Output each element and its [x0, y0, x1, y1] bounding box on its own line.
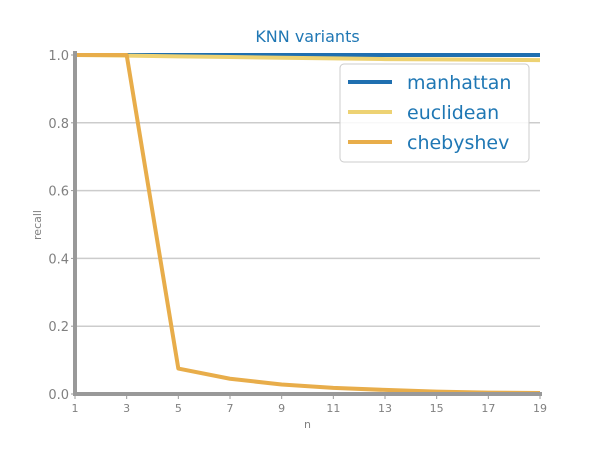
y-tick-label: 1.0 [48, 49, 69, 64]
x-tick-label: 7 [227, 402, 234, 415]
x-axis-label: n [304, 418, 311, 431]
x-tick-label: 9 [278, 402, 285, 415]
y-axis-label: recall [31, 210, 44, 240]
tick-labels: 0.00.20.40.60.81.01 3 5 7 9 11 13 15 17 19 [48, 49, 547, 415]
legend-label-chebyshev: chebyshev [407, 132, 509, 154]
x-tick-label: 5 [175, 402, 182, 415]
x-tick-label: 1 [72, 402, 79, 415]
series-line-euclidean [74, 53, 541, 63]
x-tick-label: 19 [533, 402, 547, 415]
legend-box [339, 63, 530, 163]
legend: manhattan euclidean chebyshev [339, 63, 530, 163]
y-tick-label: 0.4 [48, 252, 69, 267]
axes [71, 51, 542, 399]
y-tick-label: 0.8 [48, 117, 69, 132]
legend-label-manhattan: manhattan [407, 72, 511, 94]
y-tick-label: 0.2 [48, 320, 69, 335]
y-tick-label: 0.0 [48, 388, 69, 403]
x-tick-label: 13 [378, 402, 392, 415]
x-tick-label: 3 [123, 402, 130, 415]
legend-label-euclidean: euclidean [407, 102, 499, 124]
y-tick-label: 0.6 [48, 185, 69, 200]
x-tick-label: 17 [481, 402, 495, 415]
x-tick-label: 11 [326, 402, 340, 415]
x-tick-label: 15 [430, 402, 444, 415]
chart-title: KNN variants [255, 27, 359, 46]
